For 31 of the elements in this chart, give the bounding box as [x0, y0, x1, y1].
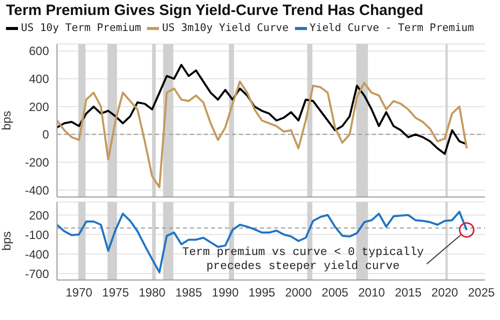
- y-tick-label: -400: [24, 183, 50, 198]
- x-tick-label: 1975: [102, 286, 130, 300]
- x-tick-label: 1980: [138, 286, 166, 300]
- y-tick-label: -100: [24, 228, 50, 242]
- x-tick-label: 2025: [468, 286, 496, 300]
- y-tick-label: -400: [24, 247, 50, 262]
- x-tick-label: 1985: [175, 286, 202, 300]
- y-tick-label: 0: [42, 128, 50, 142]
- legend-label: US 10y Term Premium: [21, 22, 142, 34]
- line-series: [57, 80, 468, 188]
- legend-label: Yield Curve - Term Premium: [310, 22, 474, 34]
- x-tick-label: 2020: [431, 286, 458, 300]
- x-tick-label: 1970: [66, 286, 93, 300]
- y-tick-label: 600: [28, 44, 50, 58]
- y-tick-label: 200: [28, 100, 50, 114]
- x-tick-label: 1995: [248, 286, 276, 300]
- annotation: Term premium vs curve < 0 typically precedes steeper yield curve: [181, 246, 425, 274]
- x-tick-label: 1990: [212, 286, 239, 300]
- y-tick-label: -200: [24, 155, 50, 170]
- y-tick-label: -700: [24, 266, 50, 281]
- y-tick-label: 200: [28, 208, 50, 222]
- x-tick-label: 2015: [394, 286, 422, 300]
- x-tick-label: 2010: [358, 286, 386, 300]
- x-tick-label: 2000: [285, 286, 312, 300]
- y-axis-title: bps: [0, 110, 14, 130]
- x-tick-label: 2005: [322, 286, 349, 300]
- line-series: [57, 64, 468, 155]
- chart-title: Term Premium Gives Sign Yield-Curve Trend Has Changed: [6, 2, 424, 19]
- y-axis-title: bps: [0, 231, 14, 251]
- y-tick-label: 400: [28, 72, 50, 86]
- legend-label: US 3m10y Yield Curve: [162, 22, 289, 34]
